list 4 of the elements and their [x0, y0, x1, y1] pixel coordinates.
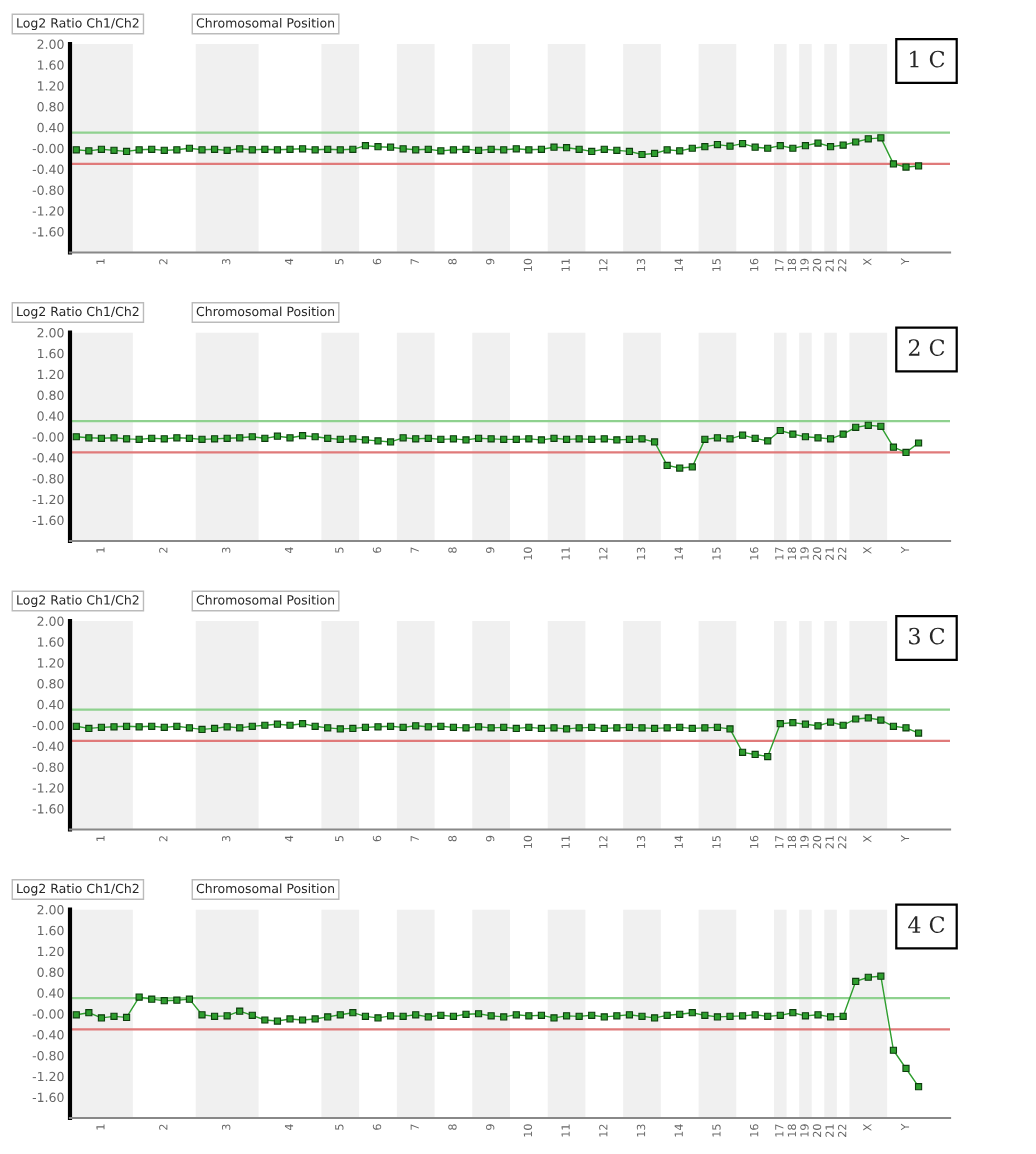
chart-title: 4 C — [908, 916, 945, 933]
chart-title: 1 C — [910, 50, 945, 68]
chart-title: 3 C — [909, 627, 945, 645]
chart-title: 2 C — [908, 339, 945, 356]
